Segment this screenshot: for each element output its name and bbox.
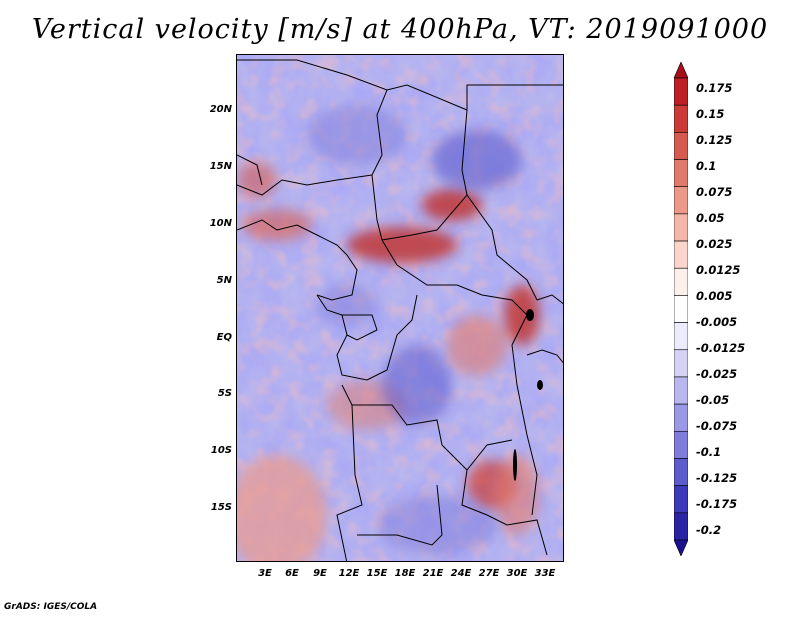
lat-label-10s: 10S bbox=[210, 445, 232, 456]
colorbar bbox=[674, 62, 688, 556]
colorbar-segment bbox=[674, 240, 688, 269]
colorbar-label: 0.005 bbox=[696, 289, 733, 303]
colorbar-segment bbox=[674, 430, 688, 459]
grads-credit: GrADS: IGES/COLA bbox=[4, 602, 98, 612]
lat-label-15s: 15S bbox=[210, 502, 232, 513]
colorbar-segment bbox=[674, 186, 688, 215]
colorbar-segments bbox=[674, 62, 688, 556]
colorbar-segment bbox=[674, 104, 688, 133]
lakes bbox=[513, 309, 543, 481]
colorbar-segment bbox=[674, 62, 688, 79]
colorbar-label: -0.05 bbox=[696, 393, 730, 407]
colorbar-label: -0.0125 bbox=[696, 341, 746, 355]
colorbar-segment bbox=[674, 159, 688, 188]
lon-label-27e: 27E bbox=[478, 568, 500, 579]
lat-label-5s: 5S bbox=[217, 388, 232, 399]
colorbar-label: -0.175 bbox=[696, 497, 738, 511]
colorbar-label: 0.075 bbox=[696, 185, 733, 199]
lon-label-12e: 12E bbox=[338, 568, 360, 579]
colorbar-segment bbox=[674, 349, 688, 378]
colorbar-segment bbox=[674, 539, 688, 556]
velocity-map bbox=[236, 54, 564, 562]
colorbar-label: 0.025 bbox=[696, 237, 733, 251]
colorbar-segment bbox=[674, 458, 688, 486]
lon-label-21e: 21E bbox=[422, 568, 444, 579]
country-borders bbox=[237, 59, 563, 561]
colorbar-segment bbox=[674, 295, 688, 323]
colorbar-label: -0.1 bbox=[696, 445, 722, 459]
lon-label-30e: 30E bbox=[506, 568, 528, 579]
lon-label-6e: 6E bbox=[285, 568, 299, 579]
colorbar-segment bbox=[674, 213, 688, 242]
map-field bbox=[237, 55, 563, 561]
colorbar-label: 0.05 bbox=[696, 211, 725, 225]
colorbar-label: -0.125 bbox=[696, 471, 738, 485]
colorbar-segment bbox=[674, 376, 688, 405]
lon-label-3e: 3E bbox=[258, 568, 272, 579]
colorbar-label: 0.15 bbox=[696, 107, 725, 121]
lat-label-5n: 5N bbox=[216, 275, 232, 286]
lon-label-33e: 33E bbox=[534, 568, 556, 579]
colorbar-segment bbox=[674, 322, 688, 351]
colorbar-segment bbox=[674, 77, 688, 106]
lon-label-9e: 9E bbox=[313, 568, 327, 579]
colorbar-label: 0.175 bbox=[696, 81, 733, 95]
lat-label-20n: 20N bbox=[209, 104, 232, 115]
colorbar-label: -0.025 bbox=[696, 367, 738, 381]
ascent-regions bbox=[237, 162, 540, 561]
colorbar-label: 0.1 bbox=[696, 159, 717, 173]
colorbar-label: -0.2 bbox=[696, 523, 722, 537]
colorbar-label: 0.0125 bbox=[696, 263, 741, 277]
colorbar-segment bbox=[674, 132, 688, 160]
descent-regions bbox=[307, 105, 522, 555]
colorbar-segment bbox=[674, 512, 688, 541]
lat-label-10n: 10N bbox=[209, 218, 232, 229]
lon-label-18e: 18E bbox=[394, 568, 416, 579]
lat-label-15n: 15N bbox=[209, 161, 232, 172]
lon-label-24e: 24E bbox=[450, 568, 472, 579]
colorbar-segment bbox=[674, 485, 688, 514]
colorbar-label: -0.005 bbox=[696, 315, 738, 329]
colorbar-segment bbox=[674, 403, 688, 432]
lat-label-eq: EQ bbox=[216, 332, 232, 343]
colorbar-label: -0.075 bbox=[696, 419, 738, 433]
colorbar-segment bbox=[674, 267, 688, 296]
lon-label-15e: 15E bbox=[366, 568, 388, 579]
plot-title: Vertical velocity [m/s] at 400hPa, VT: 2… bbox=[31, 14, 769, 45]
colorbar-label: 0.125 bbox=[696, 133, 733, 147]
